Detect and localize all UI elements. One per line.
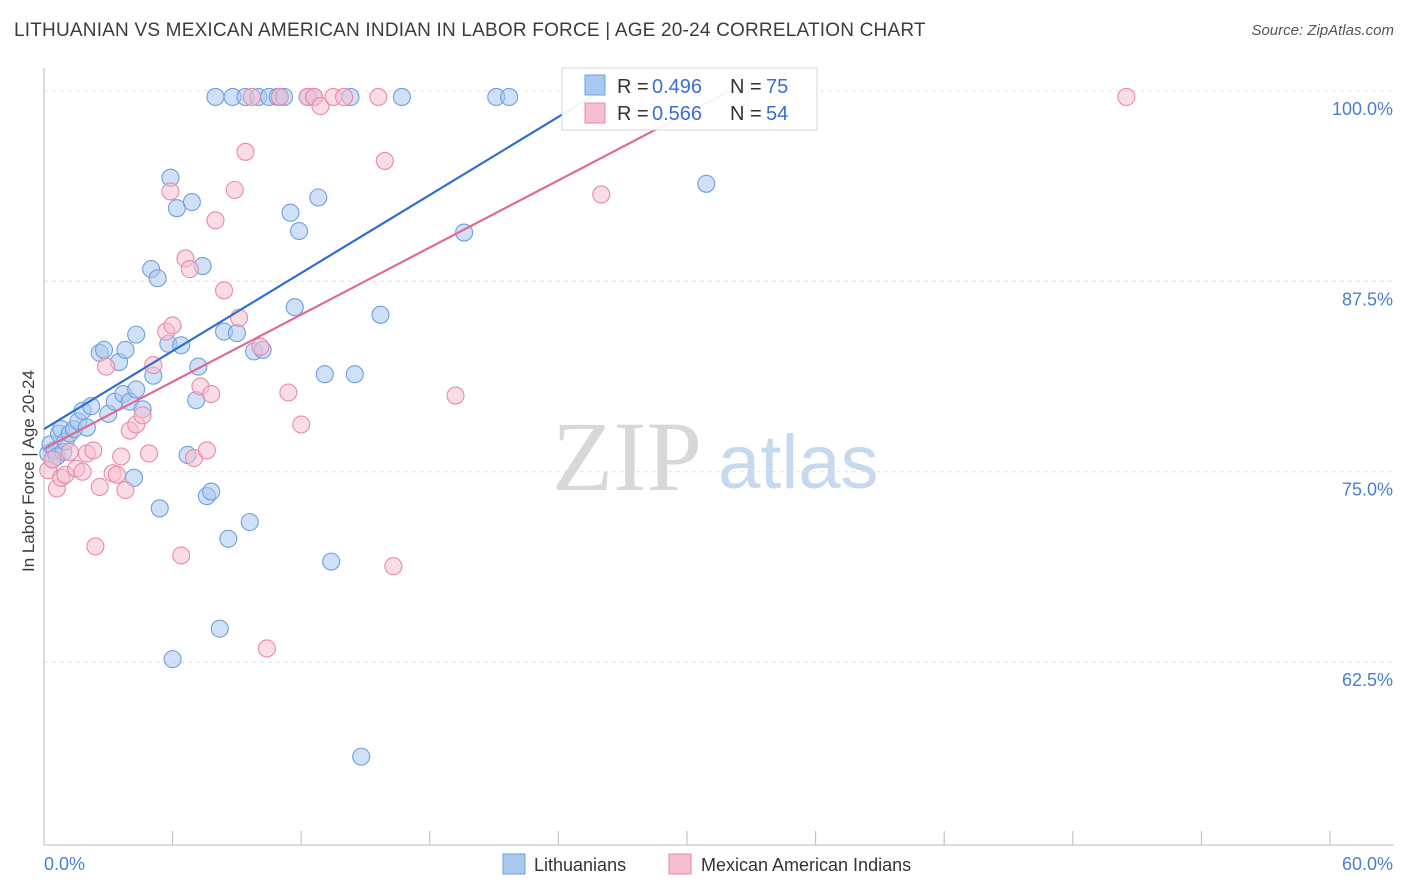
y-tick-label-0: 100.0%: [1332, 99, 1393, 119]
watermark-atlas: atlas: [718, 420, 879, 505]
mexican-american-indians-points: [39, 87, 1136, 658]
lithuanians-point-33: [167, 199, 186, 218]
lithuanians-trend-line: [43, 89, 602, 431]
stats-n-value-1: 75: [766, 76, 788, 98]
mexican-american-indians-trend-line: [43, 89, 731, 450]
lithuanians-point-36: [182, 193, 201, 212]
mexican-american-indians-point-48: [369, 87, 388, 106]
mexican-american-indians-point-24: [163, 316, 182, 335]
mexican-american-indians-point-15: [112, 447, 131, 466]
mexican-american-indians-point-34: [225, 180, 244, 199]
mexican-american-indians-point-16: [116, 480, 135, 500]
mexican-american-indians-point-31: [202, 384, 221, 404]
stats-swatch-pink: [584, 102, 606, 124]
mexican-american-indians-point-20: [139, 444, 159, 463]
mexican-american-indians-point-38: [251, 337, 270, 356]
lithuanians-point-68: [392, 87, 411, 106]
mexican-american-indians-point-36: [236, 142, 255, 161]
lithuanians-point-47: [227, 324, 246, 343]
lithuanians-point-16: [94, 340, 114, 359]
stats-r-label-2: R =: [617, 103, 649, 125]
lithuanians-point-45: [219, 529, 238, 548]
lithuanians-point-71: [500, 87, 519, 106]
legend-swatch-mexican-american-indians: [668, 853, 692, 875]
mexican-american-indians-point-47: [335, 87, 354, 106]
mexican-american-indians-point-45: [311, 97, 330, 116]
stats-r-value-1: 0.496: [652, 76, 702, 98]
lithuanians-point-41: [202, 482, 221, 501]
source-credit: Source: ZipAtlas.com: [1251, 22, 1394, 39]
lithuanians-point-62: [315, 365, 334, 384]
y-tick-label-1: 87.5%: [1342, 289, 1393, 309]
lithuanians-point-28: [148, 269, 167, 288]
trend-lines: [43, 89, 731, 450]
mexican-american-indians-point-37: [242, 87, 261, 106]
lithuanians-point-66: [352, 747, 371, 766]
y-tick-labels: 100.0% 87.5% 75.0% 62.5%: [1332, 99, 1393, 690]
mexican-american-indians-point-53: [1117, 87, 1136, 106]
stats-swatch-blue: [584, 74, 606, 96]
mexican-american-indians-point-11: [90, 477, 109, 497]
y-tick-label-2: 75.0%: [1342, 480, 1393, 500]
mexican-american-indians-point-27: [180, 260, 199, 279]
stats-n-label-2: N =: [730, 103, 762, 125]
mexican-american-indians-point-10: [86, 537, 105, 556]
lithuanians-point-32: [163, 650, 182, 669]
watermark: ZIP atlas: [552, 401, 879, 512]
mexican-american-indians-point-50: [384, 557, 403, 576]
mexican-american-indians-point-30: [197, 441, 216, 460]
lithuanians-point-29: [150, 499, 169, 518]
lithuanians-point-57: [285, 298, 304, 317]
mexican-american-indians-point-25: [172, 546, 191, 565]
mexican-american-indians-point-39: [257, 639, 276, 658]
mexican-american-indians-point-52: [592, 185, 611, 204]
stats-n-label-1: N =: [730, 76, 762, 98]
legend-label-lithuanians: Lithuanians: [534, 855, 626, 875]
x-tick-label-min: 0.0%: [44, 854, 85, 874]
lithuanians-point-43: [210, 619, 229, 638]
lithuanians-point-72: [127, 325, 146, 344]
lithuanians-point-56: [281, 203, 300, 222]
legend-swatch-lithuanians: [502, 853, 526, 875]
mexican-american-indians-point-7: [73, 462, 92, 481]
x-tick-label-max: 60.0%: [1342, 854, 1393, 874]
legend: Lithuanians Mexican American Indians: [502, 853, 911, 875]
lithuanians-point-73: [697, 174, 716, 193]
mexican-american-indians-point-32: [206, 211, 225, 230]
mexican-american-indians-point-49: [375, 151, 394, 170]
mexican-american-indians-point-23: [161, 182, 180, 201]
y-axis-title: In Labor Force | Age 20-24: [19, 370, 38, 572]
lithuanians-point-65: [345, 365, 364, 384]
lithuanians-point-24: [127, 380, 146, 399]
gridlines: [44, 90, 1394, 663]
lithuanians-point-67: [371, 305, 390, 324]
stats-r-label-1: R =: [617, 76, 649, 98]
chart-title: LITHUANIAN VS MEXICAN AMERICAN INDIAN IN…: [14, 20, 926, 41]
y-tick-label-3: 62.5%: [1342, 670, 1393, 690]
mexican-american-indians-point-40: [270, 87, 289, 106]
lithuanians-point-49: [240, 512, 259, 532]
mexican-american-indians-point-5: [60, 442, 79, 461]
legend-label-mexican-american-indians: Mexican American Indians: [701, 855, 911, 875]
mexican-american-indians-point-14: [107, 465, 126, 484]
mexican-american-indians-point-19: [133, 406, 152, 425]
lithuanians-point-21: [116, 340, 135, 359]
mexican-american-indians-point-51: [446, 386, 465, 405]
lithuanians-point-61: [309, 188, 328, 207]
mexican-american-indians-point-42: [292, 415, 311, 434]
stats-n-value-2: 54: [766, 103, 788, 125]
lithuanians-point-63: [322, 552, 341, 571]
lithuanians-point-58: [290, 221, 309, 241]
mexican-american-indians-point-33: [214, 281, 234, 300]
mexican-american-indians-point-12: [97, 357, 116, 376]
stats-box: R = 0.496 N = 75 R = 0.566 N = 54: [561, 67, 818, 131]
mexican-american-indians-point-1: [43, 450, 62, 469]
mexican-american-indians-point-9: [84, 441, 103, 460]
watermark-zip: ZIP: [552, 401, 702, 512]
stats-r-value-2: 0.566: [652, 103, 702, 125]
lithuanians-point-42: [206, 87, 225, 106]
mexican-american-indians-point-41: [279, 383, 298, 402]
